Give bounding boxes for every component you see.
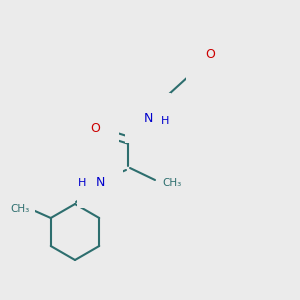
Text: O: O [90, 122, 100, 134]
Text: CH₃: CH₃ [11, 204, 30, 214]
Text: H: H [161, 116, 170, 126]
Text: O: O [205, 49, 215, 62]
Text: CH₃: CH₃ [162, 178, 181, 188]
Text: H: H [78, 178, 86, 188]
Text: N: N [143, 112, 153, 124]
Text: N: N [95, 176, 105, 190]
